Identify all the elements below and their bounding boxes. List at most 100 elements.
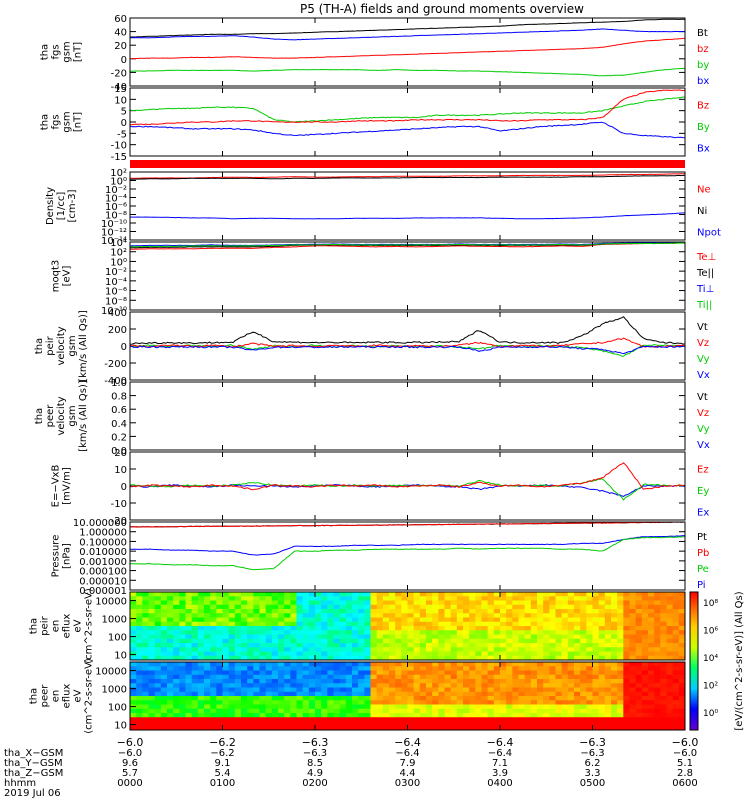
spectrogram-cell (456, 708, 464, 714)
spectrogram-cell (530, 609, 538, 614)
spectrogram-cell (154, 643, 162, 648)
spectrogram-cell (290, 696, 297, 701)
spectrogram-cell (395, 670, 402, 676)
spectrogram-cell (641, 717, 649, 722)
spectrogram-cell (481, 638, 489, 644)
spectrogram-cell (641, 617, 649, 623)
y-tick-label: 0.010000 (79, 547, 127, 558)
y-tick-label: 0.000001 (79, 586, 127, 597)
spectrogram-cell (580, 634, 587, 640)
spectrogram-cell (481, 717, 489, 722)
spectrogram-cell (185, 666, 193, 671)
spectrogram-cell (302, 670, 310, 676)
spectrogram-cell (598, 670, 606, 676)
spectrogram-cell (678, 704, 686, 710)
spectrogram-cell (549, 708, 556, 714)
spectrogram-cell (296, 679, 304, 684)
spectrogram-cell (487, 670, 495, 676)
spectrogram-cell (549, 613, 556, 618)
spectrogram-cell (407, 691, 415, 697)
spectrogram-cell (413, 662, 421, 667)
spectrogram-cell (592, 679, 600, 684)
spectrogram-cell (580, 651, 587, 657)
spectrogram-cell (382, 721, 390, 727)
spectrogram-cell (253, 626, 260, 631)
spectrogram-cell (549, 666, 556, 671)
spectrogram-cell (173, 696, 180, 701)
spectrogram-cell (321, 647, 328, 652)
spectrogram-cell (315, 638, 322, 644)
spectrogram-cell (598, 647, 606, 652)
spectrogram-cell (419, 634, 427, 640)
spectrogram-cell (617, 596, 624, 601)
spectrogram-cell (641, 643, 649, 648)
spectrogram-cell (197, 700, 205, 705)
spectrogram-cell (648, 655, 655, 661)
spectrogram-cell (179, 600, 186, 606)
spectrogram-cell (592, 717, 600, 722)
spectrogram-cell (635, 609, 643, 614)
spectrogram-cell (228, 638, 236, 644)
spectrogram-cell (228, 613, 236, 618)
spectrogram-cell (376, 679, 384, 684)
spectrogram-cell (666, 643, 674, 648)
spectrogram-cell (500, 679, 507, 684)
spectrogram-cell (469, 670, 476, 676)
spectrogram-cell (296, 674, 304, 680)
spectrogram-cell (456, 617, 464, 623)
spectrogram-cell (617, 604, 624, 610)
spectrogram-cell (672, 613, 680, 618)
spectrogram-cell (543, 604, 550, 610)
spectrogram-cell (580, 617, 587, 623)
spectrogram-cell (469, 617, 476, 623)
spectrogram-cell (179, 662, 186, 667)
spectrogram-cell (481, 687, 489, 693)
spectrogram-cell (345, 621, 353, 627)
spectrogram-cell (598, 634, 606, 640)
spectrogram-cell (481, 708, 489, 714)
spectrogram-cell (419, 700, 427, 705)
spectrogram-cell (413, 700, 421, 705)
spectrogram-cell (259, 647, 267, 652)
spectrogram-cell (216, 721, 223, 727)
spectrogram-cell (456, 626, 464, 631)
spectrogram-cell (173, 683, 180, 688)
spectrogram-cell (278, 700, 285, 705)
axis-label-fgs-gsm: tha (40, 44, 51, 60)
spectrogram-cell (315, 655, 322, 661)
spectrogram-cell (444, 708, 452, 714)
spectrogram-cell (333, 634, 341, 640)
spectrogram-cell (154, 704, 162, 710)
spectrogram-cell (204, 679, 211, 684)
spectrogram-cell (518, 651, 526, 657)
spectrogram-cell (481, 683, 489, 688)
spectrogram-cell (321, 708, 328, 714)
spectrogram-cell (395, 691, 402, 697)
spectrogram-cell (438, 643, 445, 648)
spectrogram-cell (136, 600, 143, 606)
spectrogram-cell (543, 674, 550, 680)
spectrogram-cell (561, 643, 569, 648)
spectrogram-cell (567, 662, 575, 667)
spectrogram-cell (130, 604, 137, 610)
spectrogram-cell (629, 691, 637, 697)
spectrogram-cell (315, 679, 322, 684)
spectrogram-cell (222, 592, 230, 597)
legend-pressure-0: Pt (697, 532, 707, 543)
spectrogram-cell (376, 647, 384, 652)
spectrogram-cell (407, 674, 415, 680)
spectrogram-cell (370, 643, 378, 648)
spectrogram-cell (586, 617, 593, 623)
spectrogram-cell (500, 704, 507, 710)
spectrogram-cell (216, 679, 223, 684)
spectrogram-cell (290, 638, 297, 644)
axis-label-fgs-gsm-zoom: fgs (51, 114, 62, 129)
spectrogram-cell (271, 638, 279, 644)
y-tick-label: -5 (117, 129, 127, 140)
spectrogram-cell (358, 651, 365, 657)
spectrogram-cell (549, 679, 556, 684)
axis-label-peer-eflux: eflux (62, 684, 73, 709)
spectrogram-cell (185, 700, 193, 705)
spectrogram-cell (555, 666, 563, 671)
spectrogram-cell (136, 630, 143, 635)
